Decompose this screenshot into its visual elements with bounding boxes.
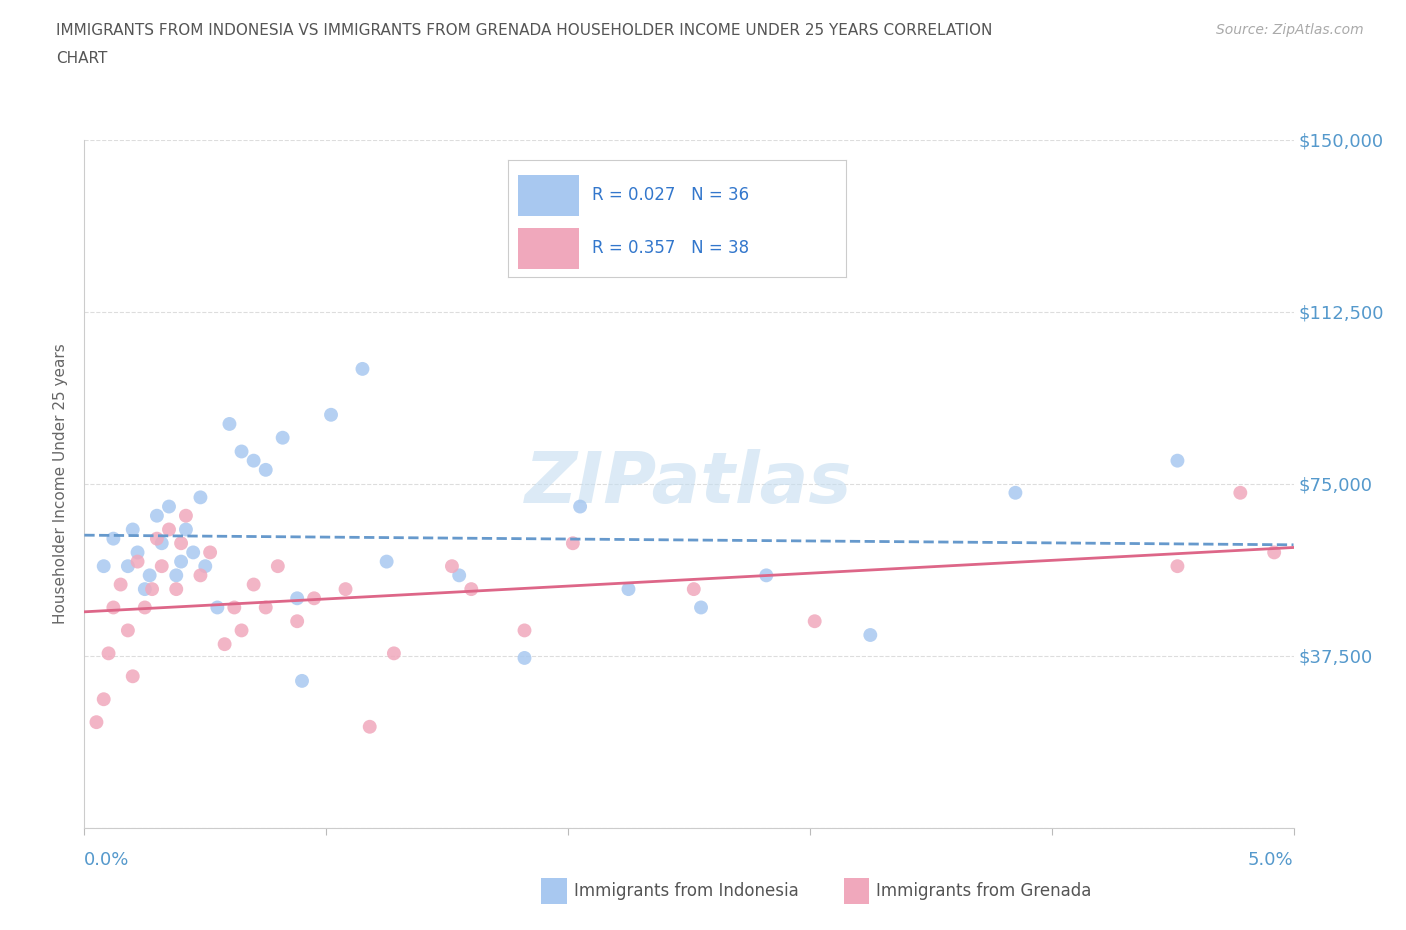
Point: [214, 637, 236, 652]
Point: [93, 692, 115, 707]
Y-axis label: Householder Income Under 25 years: Householder Income Under 25 years: [53, 343, 69, 624]
Point: [134, 581, 156, 596]
Point: [242, 578, 264, 592]
Text: 5.0%: 5.0%: [1249, 851, 1294, 870]
Point: [127, 545, 149, 560]
Point: [682, 581, 704, 596]
Point: [1229, 485, 1251, 500]
Point: [359, 719, 381, 734]
Point: [803, 614, 825, 629]
Point: [271, 431, 294, 445]
Point: [97, 646, 120, 661]
Point: [134, 600, 156, 615]
Point: [285, 591, 308, 605]
Text: 0.0%: 0.0%: [84, 851, 129, 870]
Point: [1263, 545, 1285, 560]
Point: [165, 568, 187, 583]
Point: [335, 581, 357, 596]
Point: [103, 600, 125, 615]
Point: [569, 499, 592, 514]
Point: [93, 559, 115, 574]
Point: [231, 444, 253, 458]
Point: [150, 536, 173, 551]
Point: [352, 362, 374, 377]
Point: [181, 545, 204, 560]
Point: [224, 600, 246, 615]
Point: [127, 554, 149, 569]
Point: [174, 509, 197, 524]
Point: [157, 522, 180, 537]
Point: [86, 715, 108, 730]
Point: [1166, 559, 1188, 574]
Point: [513, 650, 536, 665]
Point: [146, 531, 169, 546]
Point: [110, 578, 132, 592]
Point: [117, 623, 139, 638]
Point: [121, 669, 143, 684]
Point: [755, 568, 778, 583]
Point: [141, 581, 163, 596]
Point: [103, 531, 125, 546]
Text: IMMIGRANTS FROM INDONESIA VS IMMIGRANTS FROM GRENADA HOUSEHOLDER INCOME UNDER 25: IMMIGRANTS FROM INDONESIA VS IMMIGRANTS …: [56, 23, 993, 38]
Point: [138, 568, 160, 583]
Text: CHART: CHART: [56, 51, 108, 66]
Point: [440, 559, 463, 574]
Point: [121, 522, 143, 537]
Point: [190, 568, 212, 583]
Point: [291, 673, 314, 688]
Point: [207, 600, 229, 615]
Point: [254, 462, 277, 477]
Point: [150, 559, 173, 574]
Point: [460, 581, 482, 596]
Point: [285, 614, 308, 629]
Point: [513, 623, 536, 638]
Point: [690, 600, 713, 615]
Point: [382, 646, 405, 661]
Text: Immigrants from Grenada: Immigrants from Grenada: [876, 882, 1091, 900]
Point: [117, 559, 139, 574]
Point: [242, 453, 264, 468]
Point: [231, 623, 253, 638]
Point: [302, 591, 325, 605]
Point: [157, 499, 180, 514]
Point: [194, 559, 217, 574]
Point: [561, 536, 583, 551]
Point: [267, 559, 290, 574]
Text: Source: ZipAtlas.com: Source: ZipAtlas.com: [1216, 23, 1364, 37]
Point: [1004, 485, 1026, 500]
Point: [859, 628, 882, 643]
Point: [375, 554, 398, 569]
Point: [254, 600, 277, 615]
Point: [218, 417, 240, 432]
Point: [190, 490, 212, 505]
Point: [449, 568, 471, 583]
Point: [170, 536, 193, 551]
Point: [165, 581, 187, 596]
Point: [617, 581, 640, 596]
Point: [170, 554, 193, 569]
Text: ZIPatlas: ZIPatlas: [526, 449, 852, 518]
Point: [1166, 453, 1188, 468]
Point: [198, 545, 221, 560]
Point: [174, 522, 197, 537]
Point: [319, 407, 342, 422]
Point: [146, 509, 169, 524]
Text: Immigrants from Indonesia: Immigrants from Indonesia: [574, 882, 799, 900]
